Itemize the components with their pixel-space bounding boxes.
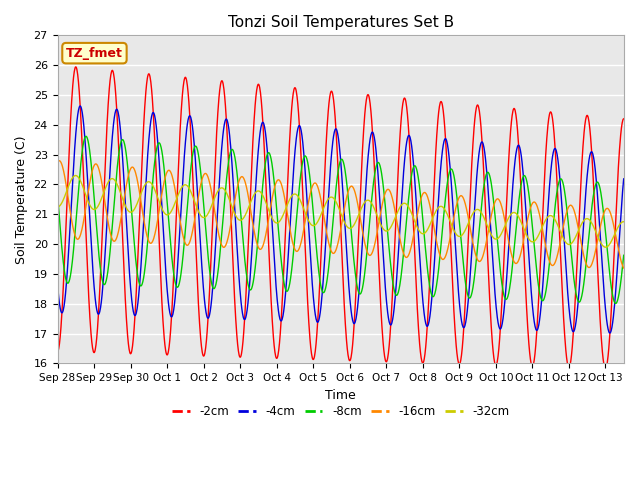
-8cm: [612, 300, 620, 306]
-2cm: [483, 222, 490, 228]
-32cm: [620, 219, 628, 225]
Line: -4cm: -4cm: [58, 106, 624, 333]
Line: -2cm: -2cm: [58, 67, 624, 369]
-2cm: [218, 79, 225, 84]
-32cm: [218, 185, 225, 191]
-4cm: [54, 281, 61, 287]
-4cm: [218, 151, 225, 156]
-16cm: [269, 193, 276, 199]
Text: TZ_fmet: TZ_fmet: [66, 47, 123, 60]
Line: -16cm: -16cm: [58, 161, 624, 268]
-32cm: [602, 244, 610, 250]
-32cm: [269, 216, 276, 222]
-4cm: [545, 189, 553, 195]
Line: -8cm: -8cm: [58, 136, 624, 303]
-4cm: [76, 103, 84, 109]
-32cm: [72, 173, 79, 179]
-16cm: [620, 265, 628, 271]
-16cm: [54, 160, 61, 166]
-8cm: [545, 264, 553, 270]
-16cm: [56, 158, 63, 164]
Legend: -2cm, -4cm, -8cm, -16cm, -32cm: -2cm, -4cm, -8cm, -16cm, -32cm: [168, 401, 514, 423]
Line: -32cm: -32cm: [58, 176, 624, 247]
-2cm: [602, 366, 609, 372]
-8cm: [156, 140, 163, 146]
-8cm: [218, 237, 225, 242]
Y-axis label: Soil Temperature (C): Soil Temperature (C): [15, 135, 28, 264]
-32cm: [54, 204, 61, 210]
-2cm: [545, 113, 553, 119]
-16cm: [545, 257, 553, 263]
-2cm: [269, 324, 276, 329]
-16cm: [156, 205, 163, 211]
-2cm: [166, 333, 174, 338]
-32cm: [156, 200, 163, 205]
-8cm: [54, 192, 61, 197]
-8cm: [166, 237, 174, 243]
-2cm: [54, 348, 61, 354]
Title: Tonzi Soil Temperatures Set B: Tonzi Soil Temperatures Set B: [228, 15, 454, 30]
-4cm: [483, 164, 490, 169]
-32cm: [166, 210, 174, 216]
-16cm: [218, 241, 225, 247]
-32cm: [545, 213, 553, 219]
-2cm: [620, 116, 628, 122]
-2cm: [156, 250, 163, 255]
-8cm: [83, 133, 90, 139]
-32cm: [483, 220, 490, 226]
-8cm: [269, 166, 276, 171]
-4cm: [269, 231, 276, 237]
X-axis label: Time: Time: [325, 389, 356, 402]
-4cm: [156, 165, 163, 171]
-4cm: [166, 312, 174, 317]
-4cm: [606, 330, 614, 336]
-4cm: [620, 176, 628, 182]
-16cm: [483, 240, 490, 245]
-8cm: [483, 171, 490, 177]
-8cm: [620, 252, 628, 258]
-16cm: [166, 168, 174, 174]
-2cm: [72, 64, 79, 70]
